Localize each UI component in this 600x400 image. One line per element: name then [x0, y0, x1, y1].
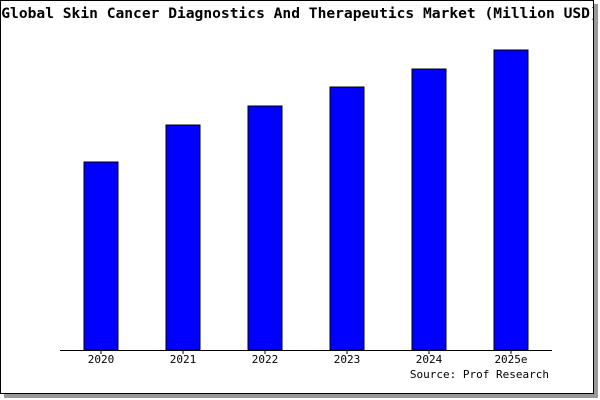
- bar: [411, 68, 447, 351]
- x-tick-label: 2025e: [494, 353, 527, 366]
- bar: [165, 124, 201, 351]
- bar: [329, 86, 365, 351]
- chart-title: Global Skin Cancer Diagnostics And Thera…: [1, 5, 598, 22]
- bar: [493, 49, 529, 351]
- x-tick-label: 2022: [252, 353, 279, 366]
- source-note: Source: Prof Research: [410, 368, 549, 381]
- x-tick-label: 2020: [88, 353, 115, 366]
- x-tick-label: 2021: [170, 353, 197, 366]
- bar: [247, 105, 283, 351]
- x-tick-label: 2024: [416, 353, 443, 366]
- bar: [83, 161, 119, 351]
- title-clip: Global Skin Cancer Diagnostics And Thera…: [1, 5, 598, 22]
- x-tick-label: 2023: [334, 353, 361, 366]
